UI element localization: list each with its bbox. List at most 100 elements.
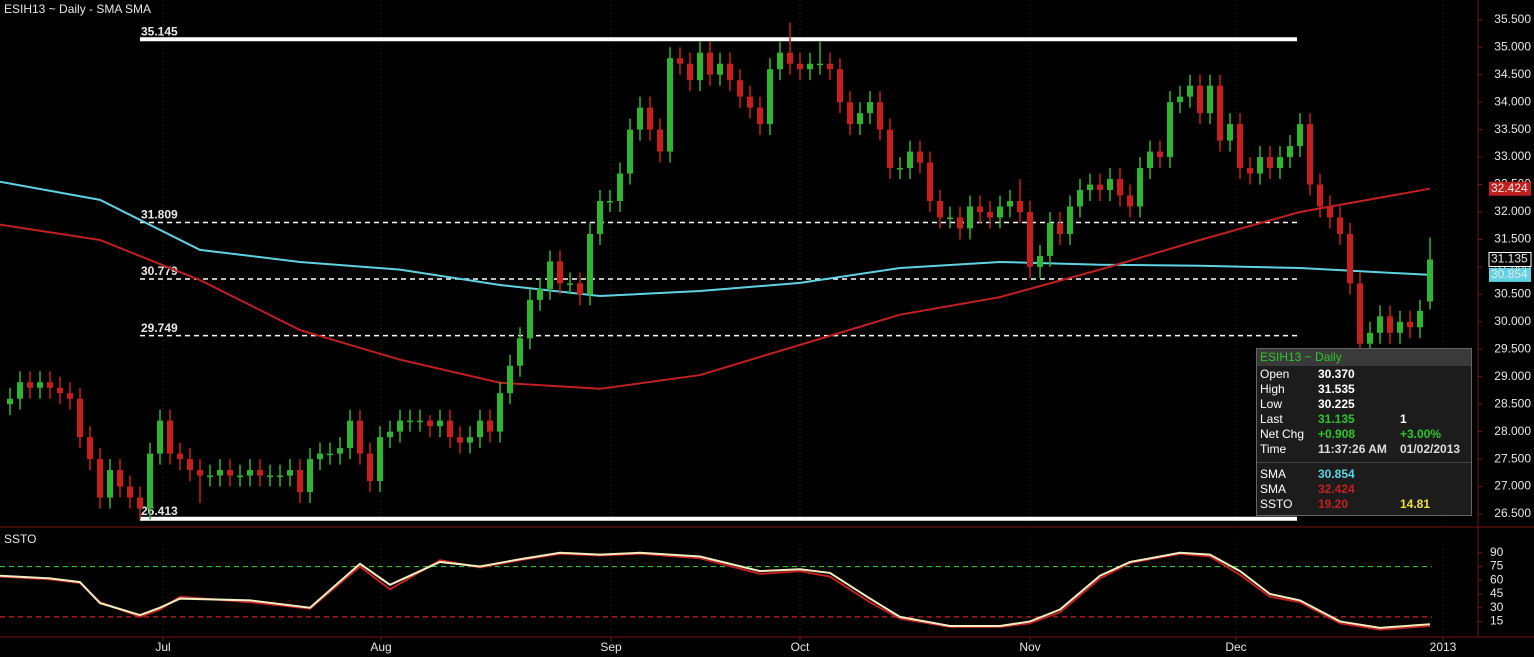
- candle-body: [327, 453, 333, 456]
- candle-body: [117, 470, 123, 487]
- info-value: +3.00%: [1400, 427, 1442, 441]
- ssto-line: [0, 552, 1431, 631]
- candle-body: [217, 470, 223, 476]
- candle-body: [317, 453, 323, 460]
- y-tick-label: 34.500: [1494, 67, 1531, 81]
- sma-line: [0, 180, 1431, 298]
- candle-body: [977, 206, 983, 212]
- candle-body: [347, 420, 353, 449]
- candle-body: [37, 382, 43, 388]
- candle-body: [107, 470, 113, 498]
- level-label: 29.749: [141, 321, 178, 335]
- info-value: 32.424: [1318, 482, 1355, 496]
- candle-body: [517, 338, 523, 366]
- candle-body: [777, 52, 783, 70]
- candle-body: [247, 470, 253, 476]
- level-label: 30.779: [141, 264, 178, 278]
- info-value: +0.908: [1318, 427, 1356, 441]
- info-label: Last: [1260, 412, 1283, 426]
- candle-body: [967, 206, 973, 229]
- candle-body: [577, 283, 583, 295]
- candle-body: [77, 398, 83, 438]
- y-tick-label: 33.500: [1494, 122, 1531, 136]
- candle-body: [707, 52, 713, 75]
- candle-body: [97, 459, 103, 498]
- candle-body: [157, 420, 163, 454]
- candle-body: [957, 217, 963, 229]
- candle-body: [627, 129, 633, 174]
- info-row: SSTO 19.20 14.81: [1260, 497, 1468, 512]
- info-row: High 31.535: [1260, 382, 1468, 397]
- candle-body: [307, 459, 313, 493]
- value-badge: [1488, 251, 1532, 267]
- info-row: Time 11:37:26 AM 01/02/2013: [1260, 442, 1468, 457]
- candle-body: [657, 129, 663, 152]
- candle-body: [127, 486, 133, 498]
- candle-body: [477, 420, 483, 438]
- candle-body: [947, 217, 953, 219]
- candle-body: [1127, 195, 1133, 207]
- candle-body: [367, 453, 373, 482]
- y-tick-label: 28.000: [1494, 424, 1531, 438]
- candle-body: [1117, 179, 1123, 196]
- candle-body: [57, 387, 63, 394]
- candle-body: [387, 431, 393, 438]
- info-value: 31.135: [1318, 412, 1355, 426]
- candle-body: [937, 200, 943, 218]
- candle-body: [67, 393, 73, 399]
- candle-body: [1097, 184, 1103, 191]
- info-label: SSTO: [1260, 497, 1293, 511]
- y-tick-label: 35.500: [1494, 12, 1531, 26]
- info-value: 19.20: [1318, 497, 1349, 511]
- candle-body: [1057, 222, 1063, 234]
- candle-body: [747, 96, 753, 108]
- value-badge: [1489, 267, 1531, 282]
- info-value: 31.535: [1318, 382, 1355, 396]
- x-tick-label: Nov: [1019, 640, 1040, 654]
- candle-body: [1157, 151, 1163, 158]
- info-value: 30.370: [1318, 367, 1355, 381]
- candle-body: [737, 80, 743, 97]
- candle-body: [927, 162, 933, 201]
- info-value: 30.225: [1318, 397, 1355, 411]
- candle-body: [557, 261, 563, 284]
- candle-body: [287, 470, 293, 476]
- info-label: Open: [1260, 367, 1290, 381]
- info-label: Time: [1260, 442, 1287, 456]
- candle-body: [857, 113, 863, 125]
- candle-body: [537, 288, 543, 300]
- candle-body: [1067, 206, 1073, 234]
- y-tick-label: 28.500: [1494, 396, 1531, 410]
- candle-body: [457, 437, 463, 443]
- candle-body: [1217, 85, 1223, 141]
- y-tick-label: 31.500: [1494, 232, 1531, 246]
- info-title: ESIH13 ~ Daily: [1257, 349, 1471, 366]
- candle-body: [447, 420, 453, 438]
- y-tick-label: 33.000: [1494, 149, 1531, 163]
- candle-body: [727, 63, 733, 81]
- y-tick-label: 34.000: [1494, 94, 1531, 108]
- candle-body: [787, 52, 793, 64]
- y-tick-label: 15: [1490, 614, 1504, 628]
- candle-body: [1027, 211, 1033, 267]
- candle-body: [1267, 157, 1273, 169]
- y-tick-label: 27.500: [1494, 451, 1531, 465]
- info-section: Open 30.370 High 31.535 Low 30.225 Last 31.135 1…: [1257, 366, 1471, 458]
- candle-body: [1327, 206, 1333, 218]
- candle-body: [547, 261, 553, 289]
- candle-body: [687, 63, 693, 81]
- x-tick-label: 2013: [1430, 640, 1457, 654]
- info-label: SMA: [1260, 467, 1287, 481]
- y-tick-label: 30.000: [1494, 314, 1531, 328]
- info-section: SMA 30.854 SMA 32.424 SSTO 19.20 14.81: [1257, 462, 1471, 513]
- candle-body: [1397, 321, 1403, 333]
- candle-body: [917, 151, 923, 163]
- candle-body: [267, 475, 273, 478]
- y-tick-label: 32.000: [1494, 204, 1531, 218]
- candle-body: [607, 200, 613, 203]
- info-row: SMA 30.854: [1260, 467, 1468, 482]
- value-badge-label: 32.424: [1491, 181, 1528, 195]
- candle-body: [1317, 184, 1323, 207]
- value-badge-label: 31.135: [1491, 252, 1528, 266]
